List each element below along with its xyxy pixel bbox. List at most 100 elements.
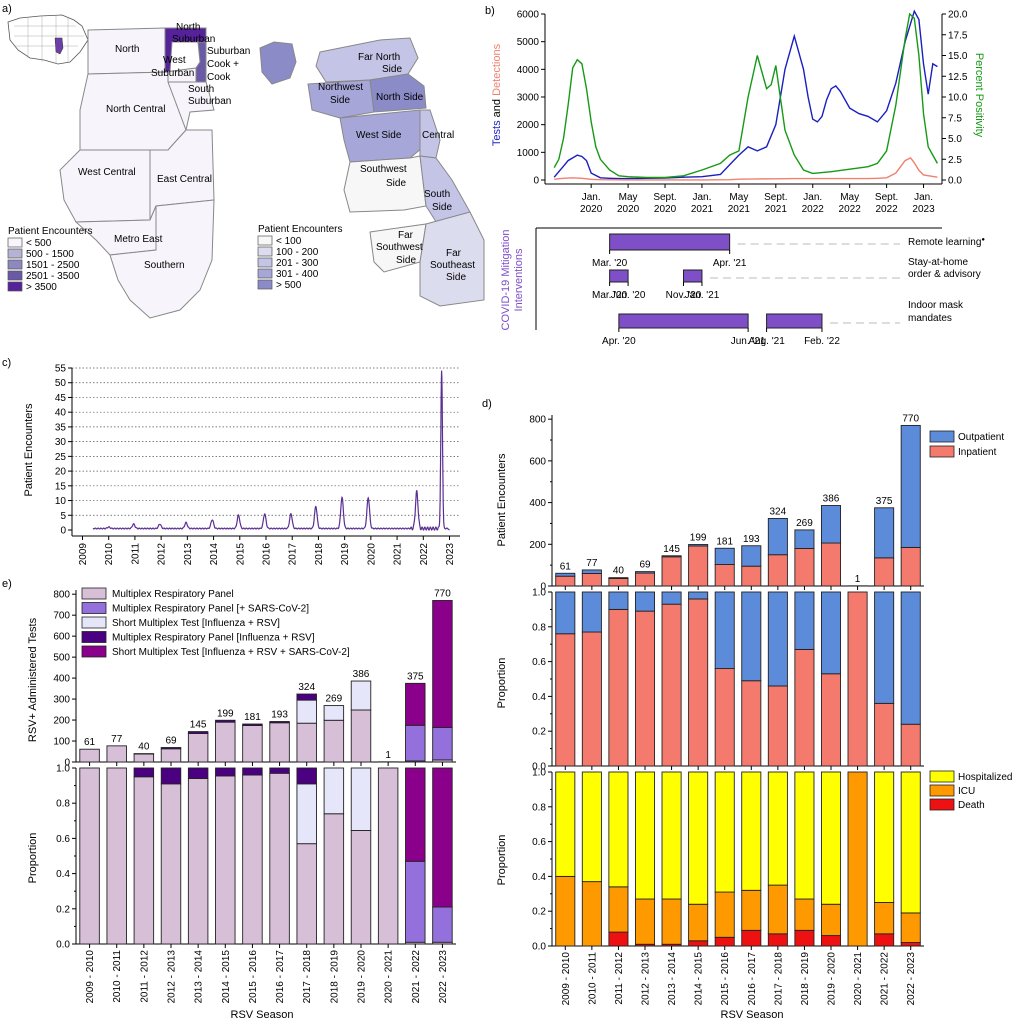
panel-e-counts-bar-segment: [187, 731, 209, 734]
panel-b-x-tick-label-year: 2020: [617, 204, 640, 215]
region-label-suburban-cook-2: Cook +: [207, 59, 239, 70]
intervention-end-label: Jun. '20: [611, 290, 646, 301]
panel-c-x-tick-label: 2016: [262, 543, 273, 566]
region-label-southern: Southern: [144, 260, 185, 271]
panel-b-right-tick-label: 10.0: [948, 93, 968, 104]
panel-label-a: a): [2, 3, 12, 15]
panel-c-x-tick-label: 2021: [393, 543, 404, 566]
panel-label-d: d): [482, 398, 492, 410]
panel-e-counts-y-tick-label: 400: [53, 674, 70, 685]
panel-b-x-tick-label-year: 2020: [654, 204, 677, 215]
panel-d-proportion-bar-segment: [714, 591, 735, 670]
panel-b-x-tick-label-year: 2022: [802, 204, 825, 215]
region-southern: [109, 199, 215, 319]
panel-d-proportion-bar-segment: [874, 702, 895, 767]
panel-b-left-tick-label: 1000: [517, 148, 540, 159]
panel-d-counts-bar-segment: [688, 544, 709, 547]
panel-e-counts-bar-segment: [106, 745, 127, 763]
panel-d-severity-bar-segment: [847, 771, 868, 947]
chicago-label-west-side: West Side: [356, 130, 402, 141]
intervention-bar: [609, 233, 731, 251]
panel-e-counts-y-tick-label: 700: [53, 611, 70, 622]
illinois-legend-swatch: [7, 270, 23, 281]
panel-d-counts-bar-segment: [608, 577, 629, 579]
illinois-legend-swatch: [7, 259, 23, 270]
panel-b-left-tick-label: 6000: [517, 10, 540, 21]
panel-d-counts-bar-segment: [714, 564, 735, 587]
panel-b-x-tick-label-month: Jan.: [914, 192, 933, 203]
panel-b-x-tick-label-year: 2022: [839, 204, 862, 215]
illinois-legend-label: 500 - 1500: [26, 249, 74, 260]
panel-e-proportion-ylabel: Proportion: [27, 833, 39, 884]
panel-d-x-tick-label: 2017 - 2018: [773, 952, 784, 1006]
panel-e-counts-bar-segment: [405, 724, 426, 762]
panel-e-counts-y-tick-label: 600: [53, 632, 70, 643]
panel-d-severity-bar-segment: [688, 903, 709, 942]
panel-b-left-tick-label: 0: [533, 176, 539, 187]
panel-b-x-tick-label-month: Sept.: [653, 192, 676, 203]
panel-d-proportion-bar-segment: [714, 668, 735, 767]
panel-d-proportion-bar-segment: [847, 591, 868, 767]
panel-c-x-tick-label: 2011: [130, 543, 141, 565]
panel-d-counts-total-label: 181: [716, 536, 733, 547]
chicago-legend-label: > 500: [276, 280, 302, 291]
panel-e-counts-total-label: 375: [407, 671, 424, 682]
interventions-ylabel: COVID-19 MitigationInterventions: [500, 230, 525, 331]
panel-d-x-tick-label: 2012 - 2013: [641, 952, 652, 1006]
panel-c-x-tick-label: 2009: [78, 543, 89, 566]
panel-b-right-tick-label: 7.5: [948, 113, 962, 124]
panel-e-proportion-bar-segment: [296, 783, 317, 845]
panel-e-legend-swatch: [81, 602, 107, 614]
panel-d-counts-bar-segment: [555, 575, 576, 587]
region-cook: [195, 41, 207, 83]
panel-label-b: b): [485, 5, 495, 17]
panel-e-counts-total-label: 770: [434, 588, 451, 599]
panel-e-proportion-bar-segment: [350, 830, 372, 945]
panel-e-proportion-y-tick-label: 0.2: [56, 904, 70, 915]
panel-d-severity-bar-segment: [874, 933, 895, 947]
panel-e-proportion-bar-segment: [405, 767, 426, 862]
panel-b-x-tick-label-year: 2020: [580, 204, 603, 215]
panel-c-x-tick-label: 2022: [419, 543, 430, 566]
panel-e-proportion-bar-segment: [242, 767, 263, 776]
panel-e-counts-total-label: 145: [190, 720, 207, 731]
panel-d-severity-bar-segment: [555, 875, 576, 947]
panel-d-proportion-bar-segment: [820, 673, 842, 767]
panel-d-counts-total-label: 69: [639, 560, 651, 571]
panel-e-x-tick-label: 2022 - 2023: [438, 950, 449, 1004]
panel-d-counts-bar-segment: [608, 578, 629, 587]
panel-e-counts-y-tick-label: 100: [53, 737, 70, 748]
panel-e-proportion-bar-segment: [432, 906, 453, 943]
panel-b-x-tick-label-month: Jan.: [693, 192, 712, 203]
panel-e-proportion-bar-segment: [242, 774, 263, 945]
panel-e-proportion-bar-segment: [405, 860, 426, 943]
panel-d-proportion-bar-segment: [581, 591, 602, 633]
region-far-southwest-side: [369, 223, 427, 273]
panel-b-left-tick-label: 5000: [517, 37, 540, 48]
chicago-label-south-side-1: South: [424, 189, 450, 200]
panel-d-counts-bar-segment: [820, 505, 842, 544]
panel-b-left-tick-label: 4000: [517, 65, 540, 76]
panel-d-counts-bar-segment: [741, 565, 762, 587]
panel-d-severity-bar-segment: [608, 771, 629, 888]
panel-b-right-tick-label: 12.5: [948, 72, 968, 83]
panel-d-proportion-bar-segment: [820, 591, 842, 675]
panel-e-counts-bar-segment: [79, 748, 100, 763]
chicago-label-southwest-2: Side: [386, 178, 406, 189]
panel-e-proportion-bar-segment: [160, 783, 182, 945]
panel-c-x-tick-label: 2019: [340, 543, 351, 566]
region-label-west-suburban-1: West: [163, 55, 186, 66]
panel-d-severity-bar-segment: [820, 771, 842, 905]
chicago-label-far-southwest-2: Southwest: [376, 242, 423, 253]
panel-e-bars: 0 100 200 300 400 500 600 700 800 61 77 40 69 145 199 1…: [53, 587, 456, 1004]
panel-d-proportion-bar-segment: [741, 680, 762, 767]
intervention-end-label: Feb. '22: [804, 336, 840, 347]
panel-e-x-tick-label: 2015 - 2016: [248, 950, 259, 1004]
panel-e-proportion-bar-segment: [133, 767, 155, 778]
region-ohare: [259, 41, 297, 85]
panel-c-x-tick-label: 2013: [183, 543, 194, 566]
panel-d-legend-swatch: [929, 770, 955, 783]
panel-c-y-tick-label: 35: [55, 422, 67, 433]
intervention-bar: [618, 313, 749, 329]
